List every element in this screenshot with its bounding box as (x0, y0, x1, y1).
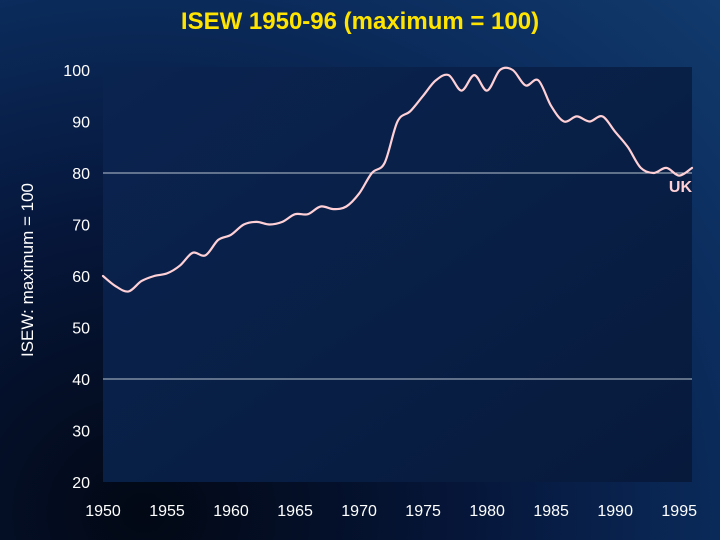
x-axis-ticks: 1950 1955 1960 1965 1970 1975 1980 1985 1990 1995 (85, 503, 697, 520)
y-tick-label: 20 (72, 475, 90, 492)
plot-area (103, 67, 692, 482)
y-tick-label: 80 (72, 166, 90, 183)
series-line-uk (101, 66, 694, 293)
x-tick-label: 1965 (277, 503, 313, 520)
y-tick-label: 30 (72, 424, 90, 441)
y-tick-label: 90 (72, 115, 90, 132)
chart-title: ISEW 1950-96 (maximum = 100) (180, 8, 540, 35)
y-tick-label: 100 (63, 63, 90, 80)
y-tick-label: 70 (72, 218, 90, 235)
x-tick-label: 1985 (533, 503, 569, 520)
x-tick-label: 1995 (661, 503, 697, 520)
x-tick-label: 1970 (341, 503, 377, 520)
x-tick-label: 1980 (469, 503, 505, 520)
x-tick-label: 1955 (149, 503, 185, 520)
x-tick-label: 1950 (85, 503, 121, 520)
series-label-uk: UK (669, 179, 693, 196)
y-tick-label: 50 (72, 321, 90, 338)
x-tick-label: 1975 (405, 503, 441, 520)
x-tick-label: 1960 (213, 503, 249, 520)
y-tick-label: 40 (72, 372, 90, 389)
gridlines (103, 172, 692, 380)
x-tick-label: 1990 (597, 503, 633, 520)
y-tick-label: 60 (72, 269, 90, 286)
y-axis-ticks: 20 30 40 50 60 70 80 90 100 (63, 63, 90, 492)
